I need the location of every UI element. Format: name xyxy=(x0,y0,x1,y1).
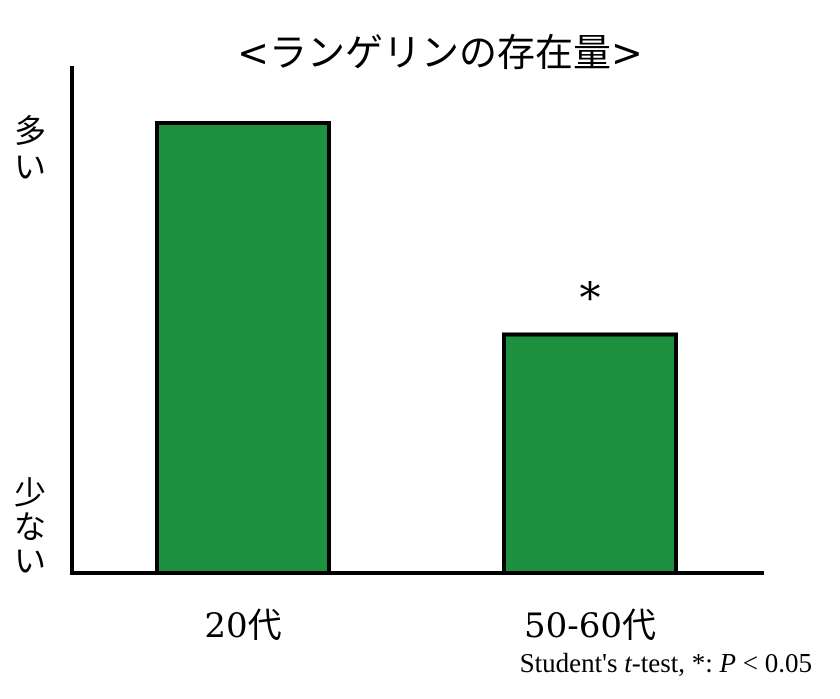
ylabel-low-char-1: 少 xyxy=(14,474,46,512)
y-axis-label-high: 多い xyxy=(14,112,46,186)
bar-1 xyxy=(155,121,331,575)
ylabel-high-char-1: 多 xyxy=(14,112,46,150)
statistical-test-note: Student's t-test, *: P < 0.05 xyxy=(519,648,812,678)
ylabel-low-char-2: な xyxy=(14,508,46,546)
significance-asterisk: * xyxy=(580,274,601,323)
x-tick-labels: 20代 50-60代 xyxy=(204,606,656,646)
ylabel-low-char-3: い xyxy=(14,542,46,580)
chart-title: <ランゲリンの存在量> xyxy=(237,31,643,75)
ylabel-high-char-2: い xyxy=(14,148,46,186)
x-tick-label-1: 20代 xyxy=(204,606,281,646)
bar-2 xyxy=(502,332,678,575)
x-tick-label-2: 50-60代 xyxy=(524,606,656,646)
annotations: * xyxy=(580,274,601,323)
bars-group xyxy=(155,121,678,575)
y-axis-label-low: 少ない xyxy=(14,474,46,580)
